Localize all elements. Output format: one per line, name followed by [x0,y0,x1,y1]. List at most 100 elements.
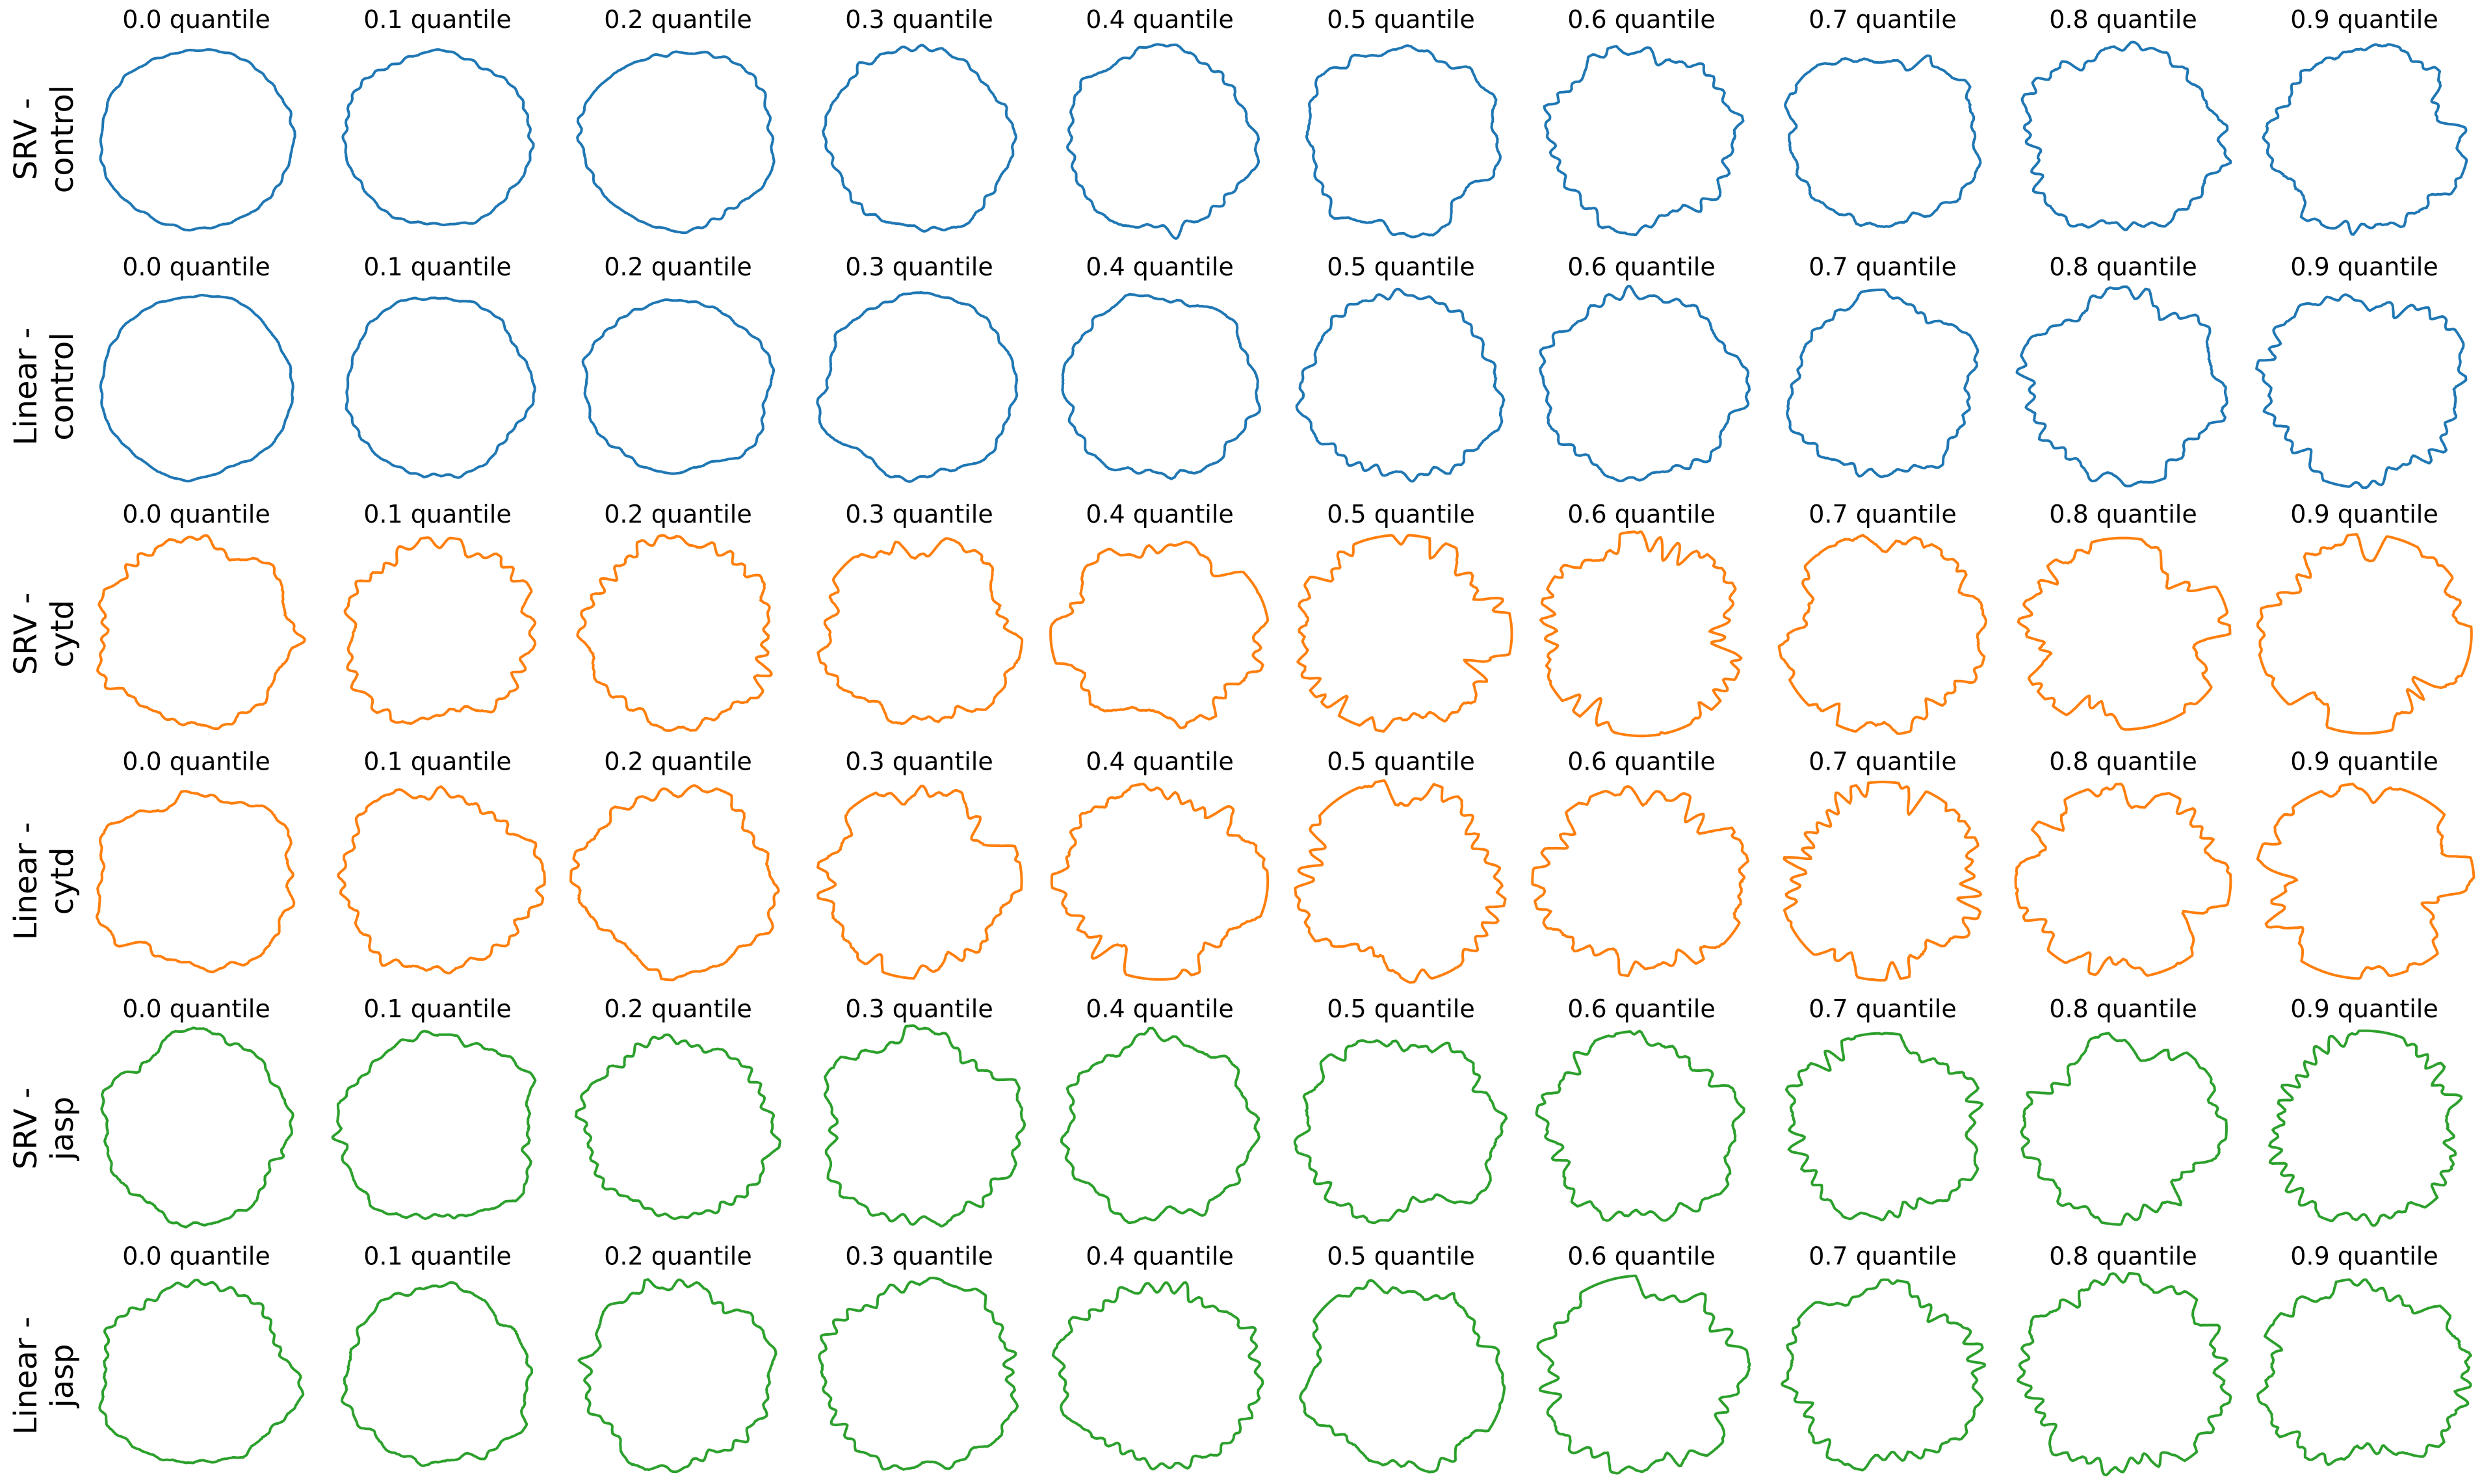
subplot-title: 0.9 quantile [2290,500,2438,528]
cell-outline [2255,293,2468,489]
subplot-title: 0.9 quantile [2290,253,2438,281]
subplot-title: 0.2 quantile [604,5,751,34]
subplot-title: 0.5 quantile [1327,253,1474,281]
cell-outline [823,1024,1026,1228]
subplot-title: 0.3 quantile [845,500,993,528]
cell-outline [818,1277,1019,1471]
cell-outline [341,48,535,227]
cell-outline [1786,288,1979,478]
subplot-title: 0.6 quantile [1567,1242,1715,1271]
subplot-title: 0.4 quantile [1086,253,1233,281]
cell-outline [331,1030,537,1221]
cell-outline [337,785,546,975]
subplot-title: 0.9 quantile [2290,995,2438,1023]
subplot-title: 0.2 quantile [604,500,751,528]
subplot-title: 0.0 quantile [122,500,270,528]
cell-outline [99,293,294,483]
cell-outline [569,784,780,982]
subplot-title: 0.4 quantile [1086,995,1233,1023]
subplot-title: 0.1 quantile [363,748,511,776]
cell-outline [2268,1029,2463,1227]
cell-outline [1531,785,1749,978]
subplot-title: 0.8 quantile [2049,500,2197,528]
cell-outline [1049,540,1270,729]
cell-outline [576,50,776,235]
subplot-title: 0.1 quantile [363,1242,511,1271]
row-label: Linear -control [8,328,81,446]
subplot-title: 0.2 quantile [604,748,751,776]
subplot-title: 0.9 quantile [2290,5,2438,34]
subplot-title: 0.7 quantile [1809,995,1956,1023]
subplot-title: 0.4 quantile [1086,1242,1233,1271]
cell-outline [100,1026,294,1229]
cell-outline [98,1279,305,1464]
row-label-line2: cytd [44,847,81,915]
row-label-line1: Linear - [8,1317,44,1435]
subplot-title: 0.5 quantile [1327,500,1474,528]
subplot-title: 0.4 quantile [1086,5,1233,34]
cell-outline [343,536,537,725]
subplot-title: 0.1 quantile [363,500,511,528]
cell-outline [1539,530,1743,738]
cell-outline [1539,285,1751,482]
subplot-title: 0.3 quantile [845,748,993,776]
subplot-title: 0.0 quantile [122,748,270,776]
row-label-line2: control [44,332,81,440]
subplot-title: 0.6 quantile [1567,995,1715,1023]
cell-outline [2256,533,2473,735]
cell-outline [99,48,296,232]
subplot-title: 0.7 quantile [1809,253,1956,281]
cell-outline [341,1281,533,1467]
cell-outline [1293,1039,1508,1225]
row-label: SRV -cytd [8,593,81,675]
cell-outline [1784,1032,1984,1221]
cell-outline [1050,783,1270,981]
cell-outline [577,1278,777,1474]
subplot-title: 0.2 quantile [604,1242,751,1271]
row-label: SRV -control [8,85,81,193]
cell-outline [96,534,306,731]
subplot-title: 0.8 quantile [2049,1242,2197,1271]
subplot-title: 0.1 quantile [363,253,511,281]
cell-outline [2017,536,2232,731]
cell-outline [2020,40,2232,231]
cell-outline [1296,534,1513,733]
subplot-title: 0.6 quantile [1567,5,1715,34]
row-label: Linear -cytd [8,822,81,941]
row-label-line1: SRV - [8,98,44,181]
row-label-line1: Linear - [8,822,44,941]
subplot-title: 0.7 quantile [1809,500,1956,528]
subplot-title: 0.5 quantile [1327,5,1474,34]
row-label: Linear -jasp [8,1317,81,1435]
cell-outline [2014,783,2232,977]
cell-outline [574,1033,781,1221]
cell-outline [1305,44,1502,239]
subplot-title: 0.8 quantile [2049,748,2197,776]
subplot-title: 0.2 quantile [604,995,751,1023]
subplot-title: 0.0 quantile [122,995,270,1023]
row-label-line2: control [44,85,81,193]
cell-outline [2015,285,2228,488]
subplot-title: 0.5 quantile [1327,1242,1474,1271]
subplot-title: 0.8 quantile [2049,5,2197,34]
subplot-title: 0.7 quantile [1809,1242,1956,1271]
subplot-title: 0.0 quantile [122,253,270,281]
cell-outline [2256,783,2475,980]
subplot-title: 0.7 quantile [1809,5,1956,34]
cell-outline [1294,779,1507,984]
subplot-title: 0.1 quantile [363,995,511,1023]
cell-outline [2256,1278,2472,1466]
cell-outline [816,291,1019,483]
cell-outline [1299,1279,1506,1474]
subplot-title: 0.3 quantile [845,1242,993,1271]
cell-outline [2262,43,2468,236]
cell-outline [1535,1030,1745,1222]
subplot-title: 0.2 quantile [604,253,751,281]
subplot-title: 0.3 quantile [845,995,993,1023]
subplot-title: 0.6 quantile [1567,500,1715,528]
cell-outline [1781,1278,1986,1472]
cell-outline [1543,45,1745,237]
cell-outline [1783,54,1982,229]
subplot-title: 0.3 quantile [845,253,993,281]
subplot-title: 0.6 quantile [1567,253,1715,281]
